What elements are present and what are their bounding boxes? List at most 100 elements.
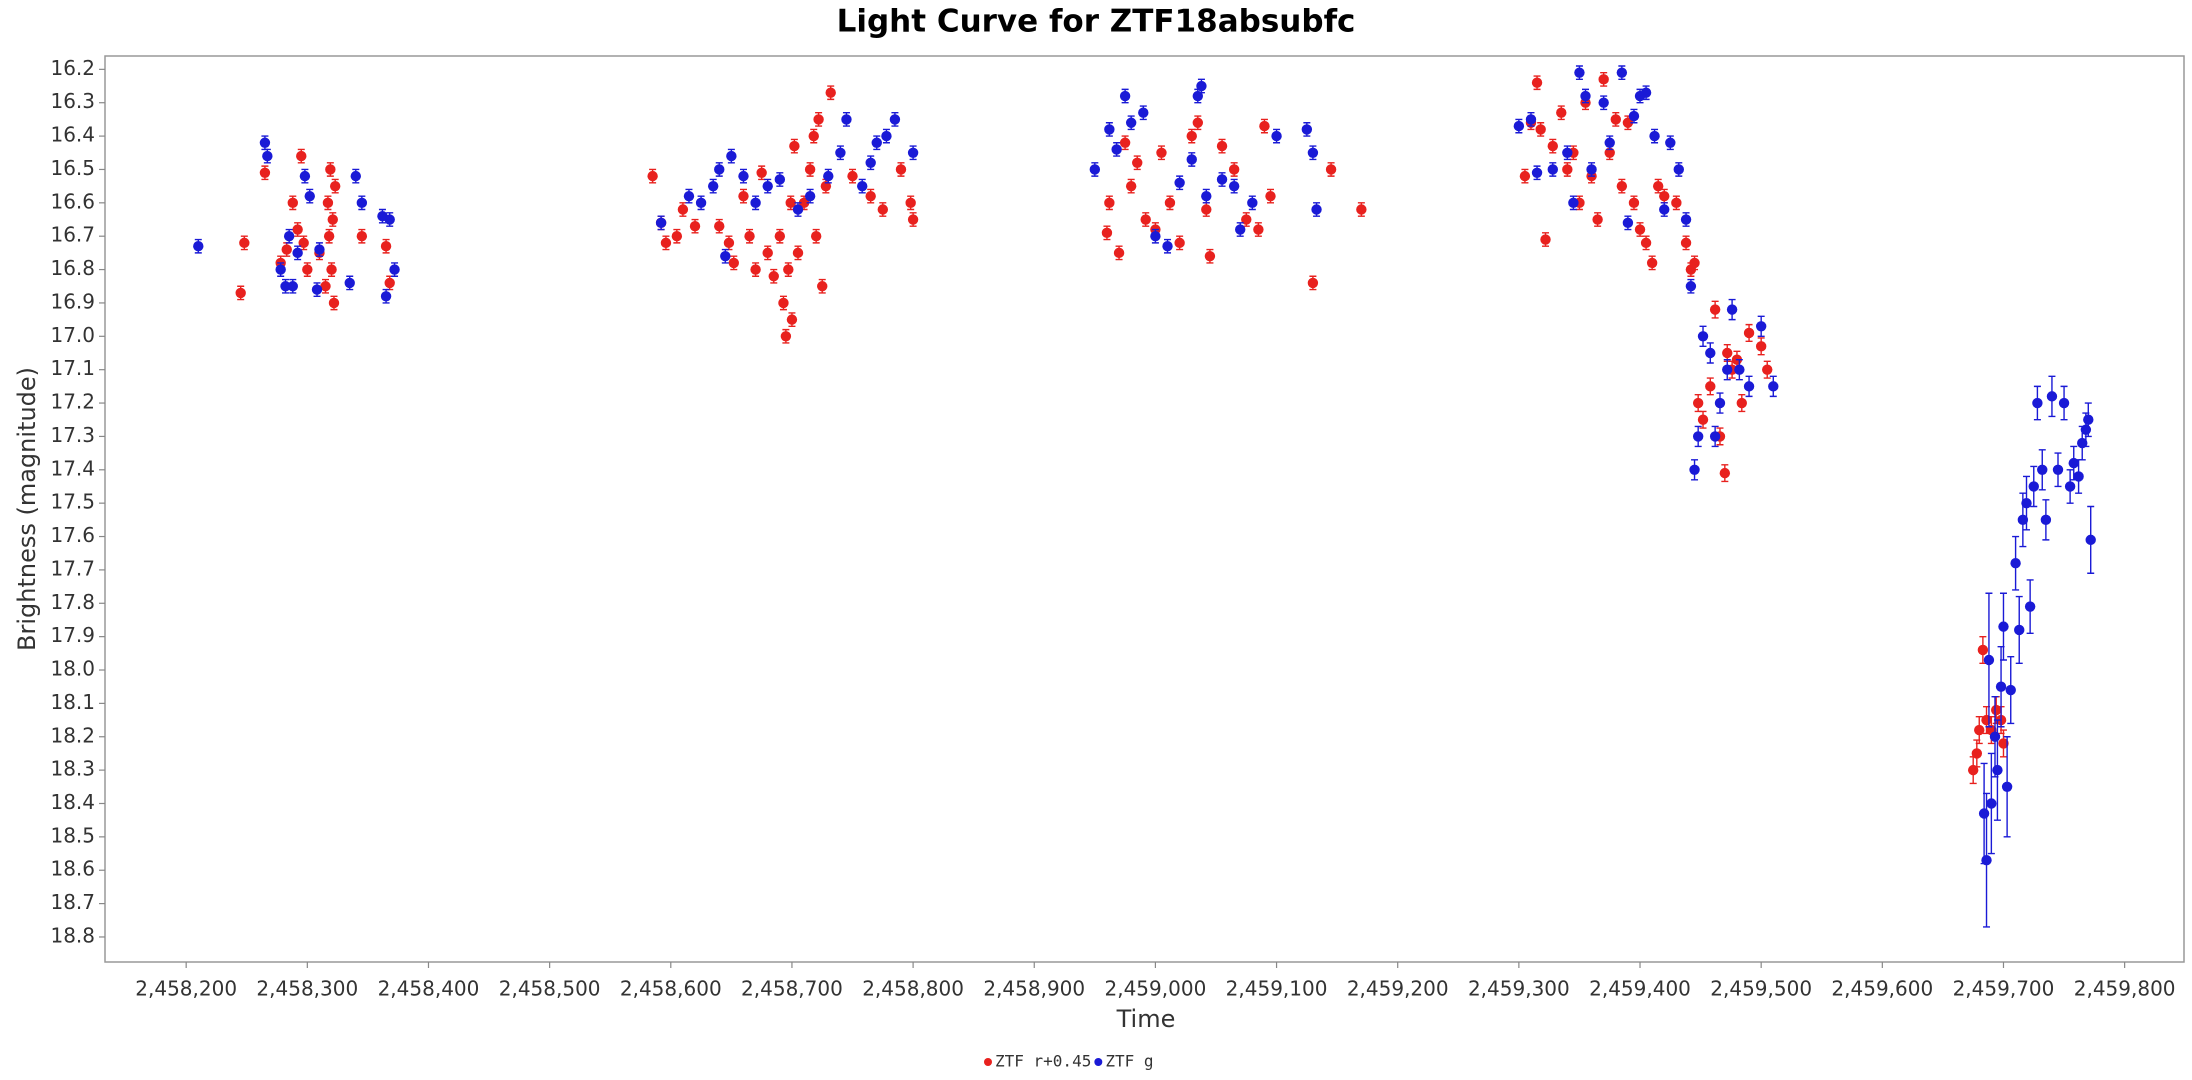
- y-tick-label: 17.0: [50, 323, 95, 347]
- data-point: [2064, 481, 2076, 492]
- data-point: [1986, 798, 1997, 809]
- y-tick-label: 18.8: [50, 923, 95, 947]
- y-tick-label: 17.8: [50, 590, 95, 614]
- data-point: [1709, 304, 1721, 315]
- data-point: [320, 281, 331, 292]
- x-tick-label: 2,459,100: [1226, 977, 1328, 1001]
- data-point: [2046, 391, 2058, 402]
- data-point: [1119, 90, 1131, 102]
- data-point: [813, 114, 824, 125]
- data-point: [707, 180, 719, 192]
- data-point: [1628, 110, 1640, 122]
- data-point: [1692, 397, 1704, 409]
- data-point: [2083, 414, 2094, 425]
- data-point: [1697, 414, 1709, 425]
- data-point: [798, 197, 810, 209]
- data-point: [1547, 140, 1558, 152]
- data-point: [1586, 164, 1597, 175]
- data-point: [1125, 117, 1137, 128]
- data-point: [1580, 90, 1591, 102]
- data-point: [1241, 214, 1252, 225]
- y-tick-label: 18.0: [50, 657, 95, 681]
- data-point: [792, 247, 804, 259]
- x-tick-label: 2,459,600: [1831, 977, 1933, 1001]
- data-point: [2024, 601, 2036, 612]
- data-point: [1634, 224, 1646, 235]
- data-point: [783, 264, 794, 275]
- data-point: [660, 237, 672, 249]
- data-point: [778, 297, 789, 309]
- data-point: [1755, 341, 1767, 352]
- data-point: [1671, 197, 1682, 209]
- data-point: [281, 244, 292, 255]
- x-tick-label: 2,458,300: [256, 977, 358, 1001]
- data-point: [1762, 364, 1773, 375]
- y-tick-label: 16.8: [50, 256, 95, 280]
- data-point: [744, 230, 755, 242]
- data-point: [1201, 204, 1212, 215]
- marks: [193, 65, 2096, 928]
- data-point: [1616, 67, 1628, 78]
- data-point: [322, 197, 334, 209]
- data-point: [1722, 364, 1733, 375]
- data-point: [1307, 277, 1319, 289]
- data-point: [1592, 214, 1603, 225]
- data-point: [2058, 397, 2070, 409]
- data-point: [1164, 197, 1176, 209]
- data-point: [1991, 704, 2002, 716]
- data-point: [287, 197, 298, 209]
- data-point: [1192, 117, 1204, 128]
- data-point: [2073, 471, 2084, 482]
- data-point: [325, 164, 336, 175]
- data-point: [835, 147, 846, 158]
- data-point: [738, 170, 749, 182]
- data-point: [728, 257, 739, 269]
- data-point: [1568, 197, 1579, 209]
- data-point: [326, 264, 337, 275]
- data-point: [1540, 234, 1551, 245]
- data-point: [1665, 137, 1676, 148]
- data-point: [1680, 214, 1692, 225]
- data-point: [1104, 124, 1115, 135]
- data-point: [1104, 197, 1115, 209]
- data-point: [1140, 214, 1151, 225]
- data-point: [1253, 224, 1264, 235]
- data-point: [262, 150, 273, 162]
- data-point: [1535, 124, 1546, 135]
- data-point: [1259, 120, 1270, 132]
- data-point: [671, 230, 683, 242]
- data-point: [804, 164, 816, 175]
- data-point: [1201, 190, 1212, 202]
- data-point: [1111, 144, 1122, 155]
- data-point: [2068, 457, 2079, 469]
- y-tick-label: 18.1: [50, 690, 95, 714]
- data-point: [1995, 681, 2007, 692]
- data-point: [259, 167, 271, 178]
- data-point: [792, 204, 804, 215]
- data-point: [1978, 808, 1990, 819]
- data-point: [1247, 197, 1258, 209]
- legend-label: ZTF r+0.45: [995, 1052, 1091, 1071]
- data-point: [384, 214, 395, 225]
- data-point: [1531, 167, 1543, 178]
- data-point: [1743, 327, 1755, 339]
- data-point: [750, 264, 761, 275]
- data-point: [823, 170, 834, 182]
- data-point: [1697, 331, 1709, 342]
- data-point: [1301, 124, 1313, 135]
- y-tick-label: 18.6: [50, 857, 95, 881]
- data-point: [1174, 237, 1185, 249]
- data-point: [720, 251, 731, 262]
- data-point: [677, 204, 689, 215]
- data-point: [1610, 114, 1621, 125]
- data-point: [1989, 731, 2001, 742]
- data-point: [1574, 67, 1585, 78]
- data-point: [1659, 204, 1670, 215]
- x-tick-label: 2,458,500: [499, 977, 601, 1001]
- data-point: [380, 241, 392, 252]
- data-point: [384, 277, 395, 289]
- data-point: [1598, 97, 1609, 108]
- data-point: [865, 190, 876, 202]
- legend-swatch: [984, 1058, 992, 1066]
- data-point: [283, 230, 295, 242]
